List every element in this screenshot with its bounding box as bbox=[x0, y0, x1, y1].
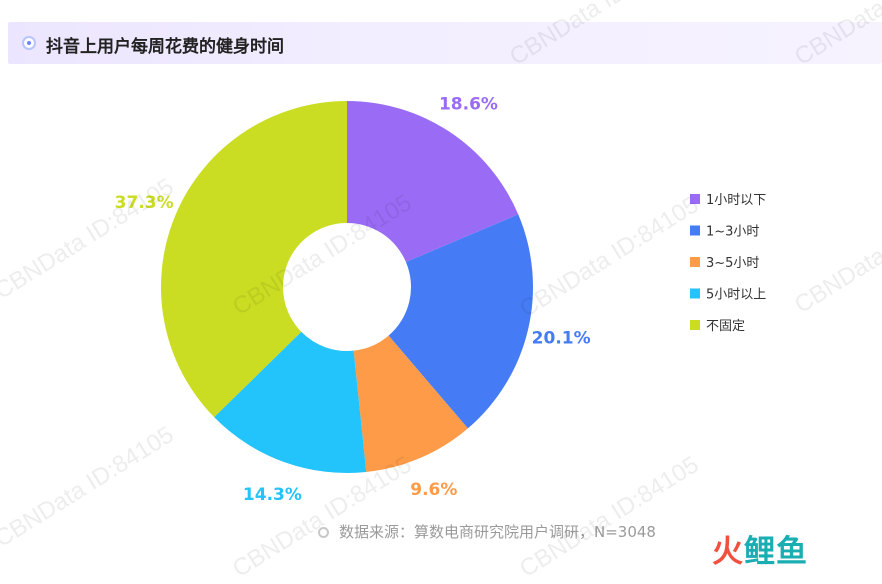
brand-logo: 火鲤鱼 bbox=[712, 526, 808, 571]
donut-slice bbox=[347, 101, 519, 263]
donut-slice bbox=[353, 335, 468, 472]
slice-label: 20.1% bbox=[532, 328, 591, 348]
donut-chart: 18.6% 20.1% 9.6% 14.3% 37.3% 1小时以下 1~3小时 3~5小时 5… bbox=[115, 95, 767, 505]
slice-label: 9.6% bbox=[410, 480, 457, 500]
source-note: 数据来源：算数电商研究院用户调研，N=3048 bbox=[318, 521, 656, 542]
slice-label: 14.3% bbox=[243, 485, 302, 505]
logo-part-2: 鲤鱼 bbox=[744, 534, 808, 570]
slice-label: 18.6% bbox=[439, 95, 498, 115]
chart-title: 抖音上用户每周花费的健身时间 bbox=[46, 37, 284, 57]
logo-part-1: 火 bbox=[712, 534, 744, 570]
slice-label: 37.3% bbox=[115, 193, 174, 213]
legend-label: 5小时以上 bbox=[706, 288, 766, 303]
legend-label: 1小时以下 bbox=[706, 193, 766, 208]
donut-slice bbox=[388, 214, 533, 429]
title-bar: 抖音上用户每周花费的健身时间 bbox=[8, 22, 882, 64]
legend-label: 1~3小时 bbox=[706, 225, 759, 240]
legend-label: 3~5小时 bbox=[706, 256, 759, 271]
legend-swatch bbox=[690, 320, 700, 330]
donut-slice bbox=[160, 100, 347, 418]
legend-swatch bbox=[690, 288, 700, 299]
title-bullet-icon bbox=[22, 36, 36, 50]
legend-label: 不固定 bbox=[706, 319, 745, 334]
legend-swatch bbox=[690, 194, 700, 204]
legend-swatch bbox=[690, 225, 700, 236]
legend-swatch bbox=[690, 257, 700, 267]
source-bullet-icon bbox=[318, 527, 329, 538]
source-text: 数据来源：算数电商研究院用户调研，N=3048 bbox=[339, 523, 656, 541]
donut-slice bbox=[214, 331, 367, 473]
